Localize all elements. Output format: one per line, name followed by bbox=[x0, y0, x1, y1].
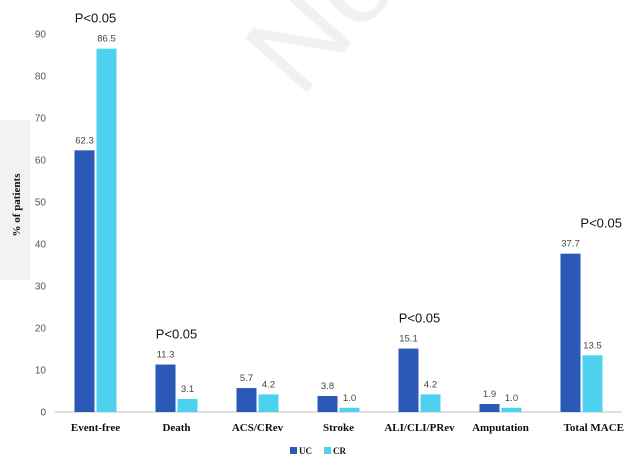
value-label: 37.7 bbox=[561, 239, 580, 250]
category-label: Death bbox=[162, 422, 190, 434]
bar-cr bbox=[420, 394, 441, 412]
bar-cr bbox=[582, 355, 603, 412]
ylabel-background bbox=[0, 120, 30, 280]
value-label: 5.7 bbox=[240, 373, 253, 384]
bar-uc bbox=[155, 364, 176, 412]
p-value-annotation: P<0.05 bbox=[75, 11, 117, 26]
value-label: 62.3 bbox=[75, 135, 94, 146]
bar-uc bbox=[236, 388, 257, 412]
value-labels: 62.3 11.3 5.7 3.8 15.1 1.9 37.7 86.5 3.1 4.2 1.0 4.… bbox=[75, 34, 602, 404]
value-label: 3.8 bbox=[321, 381, 334, 392]
category-label: Total MACE bbox=[564, 422, 624, 434]
value-label: 4.2 bbox=[262, 379, 275, 390]
y-tick-label: 20 bbox=[35, 324, 47, 335]
category-label: Stroke bbox=[323, 422, 354, 434]
p-value-annotation: P<0.05 bbox=[399, 311, 441, 326]
y-tick-label: 60 bbox=[35, 156, 47, 167]
value-label: 1.0 bbox=[343, 393, 356, 404]
bar-uc bbox=[560, 253, 581, 412]
bar-uc bbox=[74, 150, 95, 412]
bar-uc bbox=[317, 396, 338, 412]
y-axis-label: % of patients bbox=[11, 173, 23, 237]
bar-cr bbox=[96, 48, 117, 412]
category-label: ACS/CRev bbox=[232, 422, 284, 434]
bar-cr bbox=[339, 407, 360, 412]
y-tick-label: 30 bbox=[35, 282, 47, 293]
bar-cr bbox=[177, 398, 198, 412]
legend-label-cr: CR bbox=[333, 446, 346, 456]
y-tick-label: 40 bbox=[35, 240, 47, 251]
bar-cr bbox=[258, 394, 279, 412]
category-label: Amputation bbox=[472, 422, 529, 434]
bar-cr bbox=[501, 407, 522, 412]
value-label: 15.1 bbox=[399, 334, 418, 345]
bar-uc bbox=[479, 404, 500, 412]
watermark: Non bbox=[220, 0, 467, 117]
y-tick-label: 80 bbox=[35, 72, 47, 83]
value-label: 13.5 bbox=[583, 340, 602, 351]
y-ticks: 0 10 20 30 40 50 60 70 80 90 bbox=[35, 30, 47, 419]
category-label: Event-free bbox=[71, 422, 120, 434]
y-tick-label: 50 bbox=[35, 198, 47, 209]
p-value-annotation: P<0.05 bbox=[580, 216, 622, 231]
y-tick-label: 10 bbox=[35, 366, 47, 377]
y-tick-label: 0 bbox=[40, 408, 46, 419]
y-tick-label: 90 bbox=[35, 30, 47, 41]
y-tick-label: 70 bbox=[35, 114, 47, 125]
legend-swatch-cr bbox=[324, 447, 331, 454]
legend: UC CR bbox=[290, 446, 346, 456]
p-value-annotations: P<0.05 P<0.05 P<0.05 P<0.05 bbox=[75, 11, 622, 342]
bar-uc bbox=[398, 348, 419, 412]
legend-label-uc: UC bbox=[299, 446, 312, 456]
p-value-annotation: P<0.05 bbox=[156, 327, 198, 342]
value-label: 86.5 bbox=[97, 34, 116, 45]
category-labels: Event-free Death ACS/CRev Stroke ALI/CLI/PRe… bbox=[71, 422, 624, 434]
value-label: 1.0 bbox=[505, 393, 518, 404]
category-label: ALI/CLI/PRev bbox=[384, 422, 455, 434]
bars bbox=[74, 48, 603, 412]
value-label: 1.9 bbox=[483, 389, 496, 400]
value-label: 4.2 bbox=[424, 379, 437, 390]
value-label: 3.1 bbox=[181, 384, 194, 395]
value-label: 11.3 bbox=[157, 350, 175, 361]
legend-swatch-uc bbox=[290, 447, 297, 454]
